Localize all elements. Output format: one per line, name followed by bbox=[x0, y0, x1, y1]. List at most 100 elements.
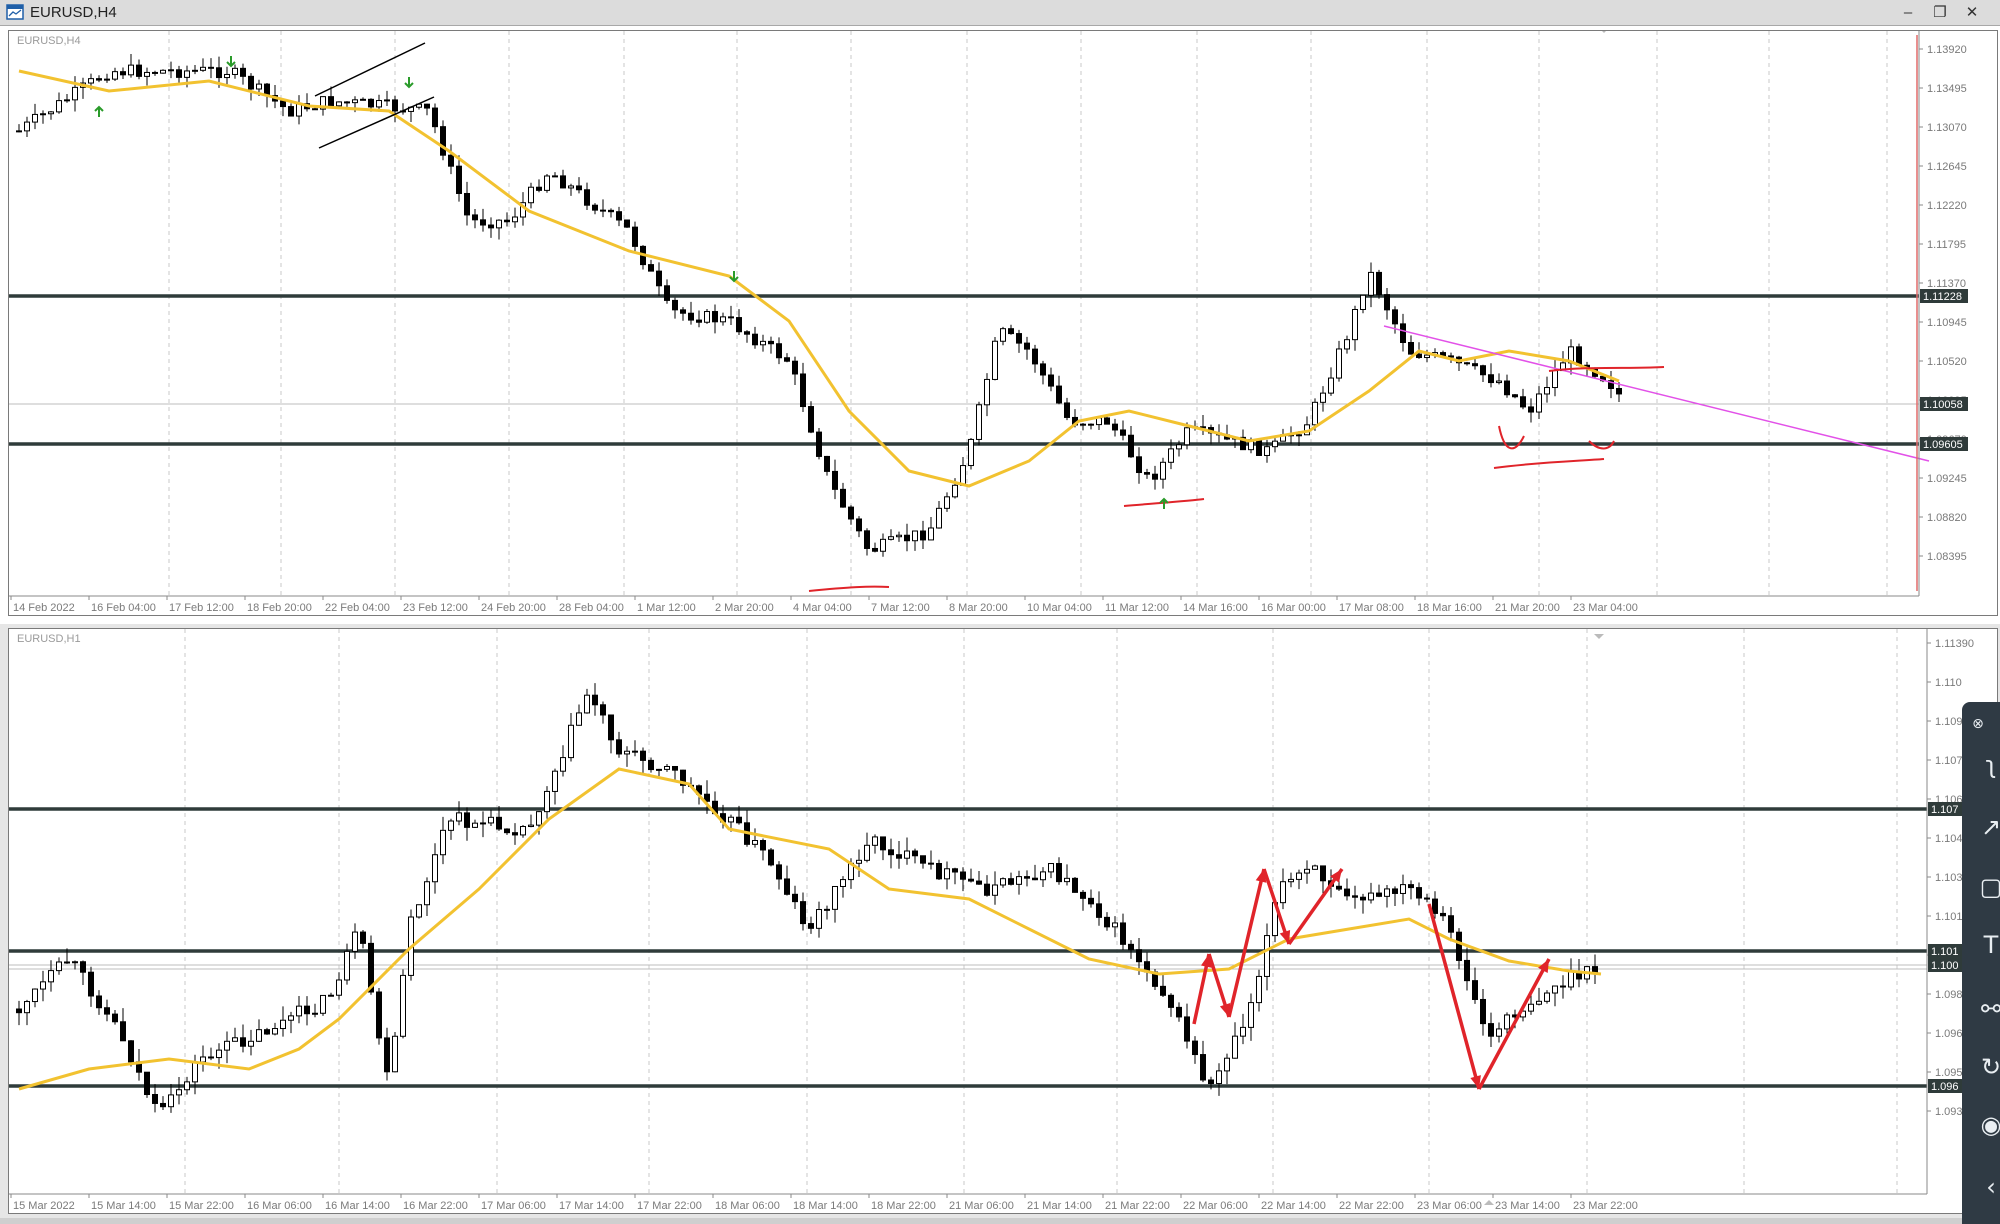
bear-candle bbox=[1504, 380, 1510, 396]
undo-icon[interactable]: ↻ bbox=[1980, 1053, 2000, 1081]
bear-candle bbox=[1376, 271, 1382, 296]
zigzag-down-2-head bbox=[1279, 930, 1291, 944]
bear-candle bbox=[1128, 434, 1134, 458]
bear-candle bbox=[1056, 863, 1062, 883]
bull-candle bbox=[376, 100, 382, 108]
bull-candle bbox=[576, 712, 582, 726]
bull-candle bbox=[720, 316, 726, 323]
bear-candle bbox=[1144, 472, 1150, 475]
text-icon[interactable]: T bbox=[1983, 931, 1999, 959]
h1-chart-canvas[interactable]: 1.113901.1101.1091.1071.1061.1041.1031.1… bbox=[9, 629, 1998, 1214]
bear-candle bbox=[504, 219, 510, 223]
bear-candle bbox=[360, 931, 366, 944]
chart-pane-h4[interactable]: EURUSD,H4 1.13920 1.13495 1.13070 1.12645 1.… bbox=[8, 30, 1998, 616]
bull-candle bbox=[1000, 878, 1006, 886]
bull-candle bbox=[1040, 871, 1046, 881]
pen-icon[interactable]: ʅ bbox=[1985, 751, 1997, 779]
bull-candle bbox=[1368, 271, 1374, 296]
bull-candle bbox=[488, 816, 494, 824]
bear-candle bbox=[624, 219, 630, 228]
bear-candle bbox=[536, 186, 542, 191]
bear-candle bbox=[784, 357, 790, 362]
close-icon[interactable]: ⊗ bbox=[1972, 716, 1984, 732]
bear-candle bbox=[584, 189, 590, 206]
time-label: 1 Mar 12:00 bbox=[637, 602, 696, 614]
support-mark-3 bbox=[1493, 458, 1605, 469]
shift-marker-icon bbox=[1594, 634, 1604, 639]
bear-candle bbox=[1448, 915, 1454, 933]
zigzag-up-2 bbox=[1227, 868, 1266, 1018]
restore-button[interactable]: ❐ bbox=[1933, 4, 1947, 21]
bear-candle bbox=[368, 98, 374, 108]
color-icon[interactable]: ◉ bbox=[1980, 1111, 2000, 1139]
price-label: 1.109 bbox=[1935, 716, 1963, 728]
collapse-icon[interactable]: ‹ bbox=[1986, 1173, 1996, 1201]
bull-candle bbox=[56, 961, 62, 972]
bull-candle bbox=[200, 1056, 206, 1063]
bear-candle bbox=[936, 863, 942, 880]
bull-candle bbox=[1304, 868, 1310, 874]
bull-candle bbox=[312, 1012, 318, 1015]
rectangle-icon[interactable]: ▢ bbox=[1979, 873, 2000, 901]
bear-candle bbox=[1096, 903, 1102, 918]
price-label: 1.101 bbox=[1935, 911, 1963, 923]
scroll-marker-icon bbox=[1484, 1200, 1494, 1205]
bull-candle bbox=[448, 820, 454, 831]
bear-candle bbox=[816, 431, 822, 457]
bear-candle bbox=[808, 923, 814, 929]
time-label: 8 Mar 20:00 bbox=[949, 602, 1008, 614]
bear-candle bbox=[488, 224, 494, 229]
bear-candle bbox=[1088, 423, 1094, 426]
line-icon[interactable]: ↗ bbox=[1980, 813, 2000, 841]
bull-candle bbox=[216, 1049, 222, 1059]
bear-candle bbox=[1576, 346, 1582, 366]
bear-candle bbox=[664, 285, 670, 301]
bear-candle bbox=[240, 67, 246, 77]
time-label: 23 Mar 04:00 bbox=[1573, 602, 1638, 614]
price-label: 1.11795 bbox=[1927, 239, 1966, 251]
time-label: 2 Mar 20:00 bbox=[715, 602, 774, 614]
bull-candle bbox=[928, 527, 934, 541]
bear-candle bbox=[864, 530, 870, 549]
bear-candle bbox=[680, 769, 686, 786]
time-label: 11 Mar 12:00 bbox=[1105, 602, 1169, 614]
chart-pane-h1[interactable]: EURUSD,H1 1.11390 1.110 1.109 1.107 1.106 1.1… bbox=[8, 628, 1998, 1214]
h4-chart-canvas[interactable]: 1.13920 1.13495 1.13070 1.12645 1.12220 1.117… bbox=[9, 31, 1998, 616]
bull-candle bbox=[856, 859, 862, 864]
bear-candle bbox=[480, 219, 486, 226]
bull-candle bbox=[32, 113, 38, 123]
bull-candle bbox=[232, 67, 238, 75]
bull-candle bbox=[440, 829, 446, 856]
bear-candle bbox=[1136, 456, 1142, 474]
bull-candle bbox=[480, 822, 486, 825]
bull-candle bbox=[64, 99, 70, 102]
bull-candle bbox=[472, 822, 478, 828]
bear-candle bbox=[1352, 895, 1358, 898]
bear-candle bbox=[608, 209, 614, 213]
bear-candle bbox=[504, 828, 510, 834]
bear-candle bbox=[976, 880, 982, 885]
bull-candle bbox=[1272, 440, 1278, 448]
time-label: 28 Feb 04:00 bbox=[559, 602, 624, 614]
bull-candle bbox=[432, 854, 438, 883]
bear-candle bbox=[1616, 387, 1622, 395]
bear-candle bbox=[512, 832, 518, 836]
bear-candle bbox=[160, 1102, 166, 1108]
bull-candle bbox=[760, 340, 766, 346]
bull-candle bbox=[1312, 401, 1318, 426]
bear-candle bbox=[1480, 365, 1486, 376]
bull-candle bbox=[1536, 1000, 1542, 1005]
bear-candle bbox=[392, 99, 398, 112]
minimize-button[interactable]: – bbox=[1903, 4, 1913, 21]
bear-candle bbox=[1064, 402, 1070, 418]
bear-candle bbox=[984, 883, 990, 896]
bull-candle bbox=[1256, 975, 1262, 1004]
bull-candle bbox=[88, 78, 94, 84]
bull-candle bbox=[1536, 393, 1542, 413]
time-label: 16 Mar 22:00 bbox=[403, 1200, 468, 1212]
close-button[interactable]: ✕ bbox=[1965, 4, 1979, 21]
bear-candle bbox=[656, 270, 662, 287]
bull-candle bbox=[896, 534, 902, 538]
link-icon[interactable]: ⚯ bbox=[1980, 995, 2000, 1023]
bull-candle bbox=[976, 404, 982, 440]
